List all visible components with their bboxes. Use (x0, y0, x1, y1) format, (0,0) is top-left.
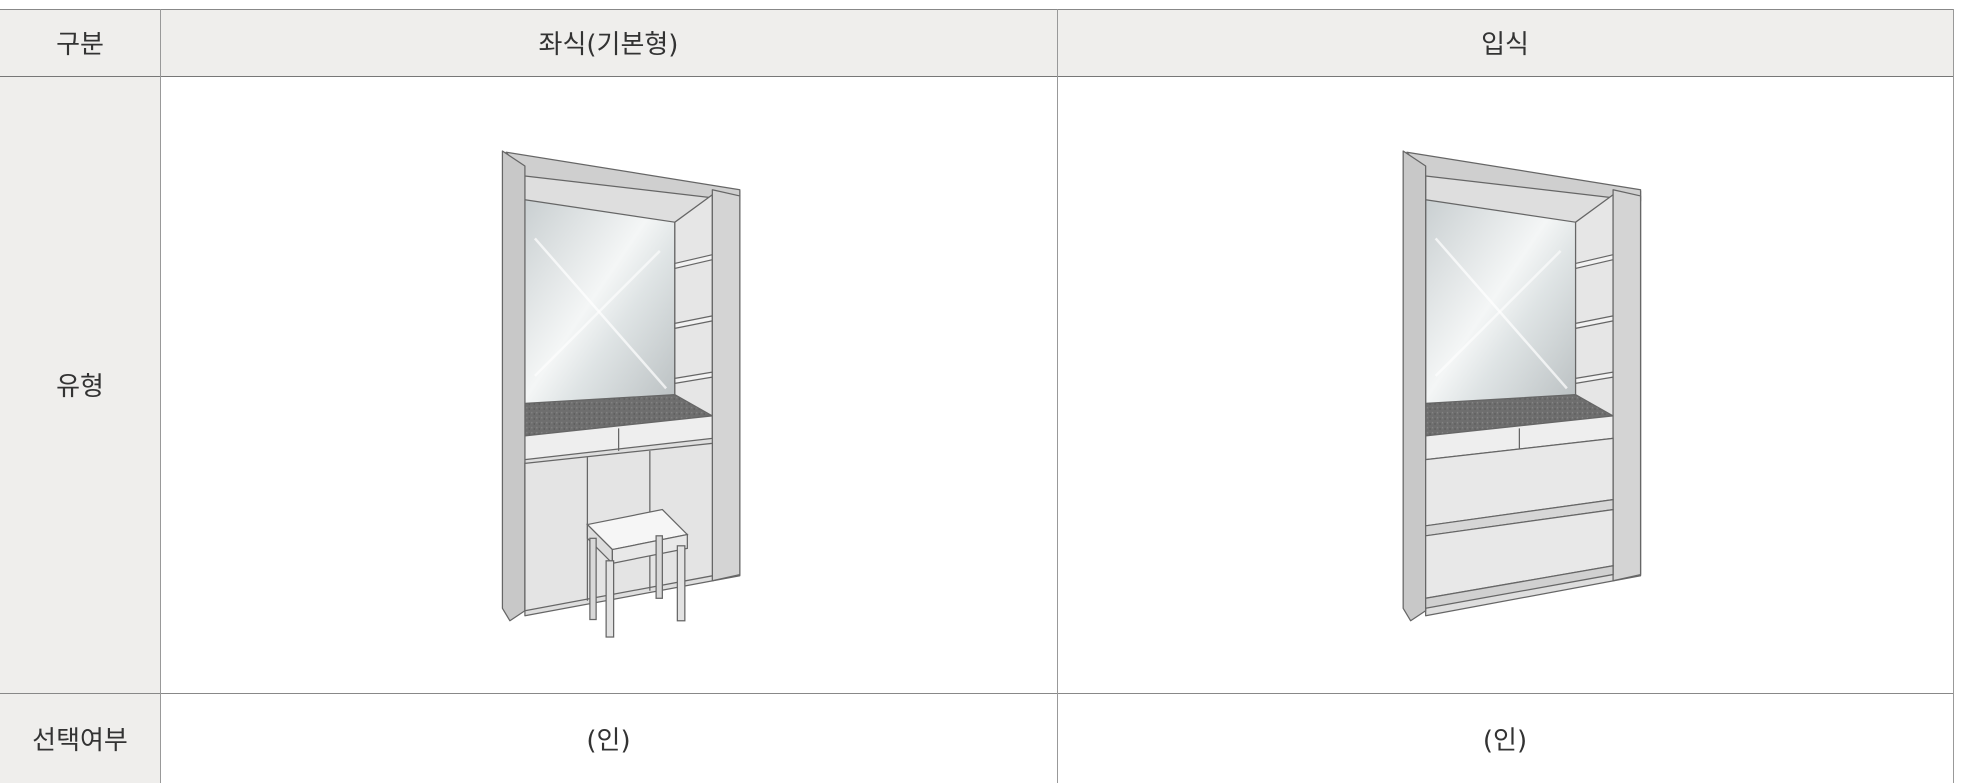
header-cell: 좌식(기본형) (160, 9, 1057, 76)
row-label-text: 유형 (56, 372, 104, 402)
header-cell: 구분 (0, 9, 160, 76)
header-text: 구분 (56, 30, 104, 60)
border (160, 9, 161, 783)
row-label: 유형 (0, 76, 160, 693)
border (1953, 9, 1954, 783)
header-text: 입식 (1481, 30, 1529, 60)
cell-text: (인) (1482, 725, 1528, 756)
illustration-seated (501, 149, 742, 638)
cell-text: (인) (586, 725, 631, 756)
border (0, 9, 1953, 10)
header-text: 좌식(기본형) (538, 30, 679, 60)
border (1057, 9, 1058, 783)
border (0, 693, 1953, 694)
table-cell: (인) (1057, 693, 1953, 783)
table-cell: (인) (160, 693, 1057, 783)
border (0, 76, 1953, 77)
row-label-text: 선택여부 (32, 725, 128, 756)
header-cell: 입식 (1057, 9, 1953, 76)
illustration-standing (1401, 149, 1642, 623)
row-label: 선택여부 (0, 693, 160, 783)
